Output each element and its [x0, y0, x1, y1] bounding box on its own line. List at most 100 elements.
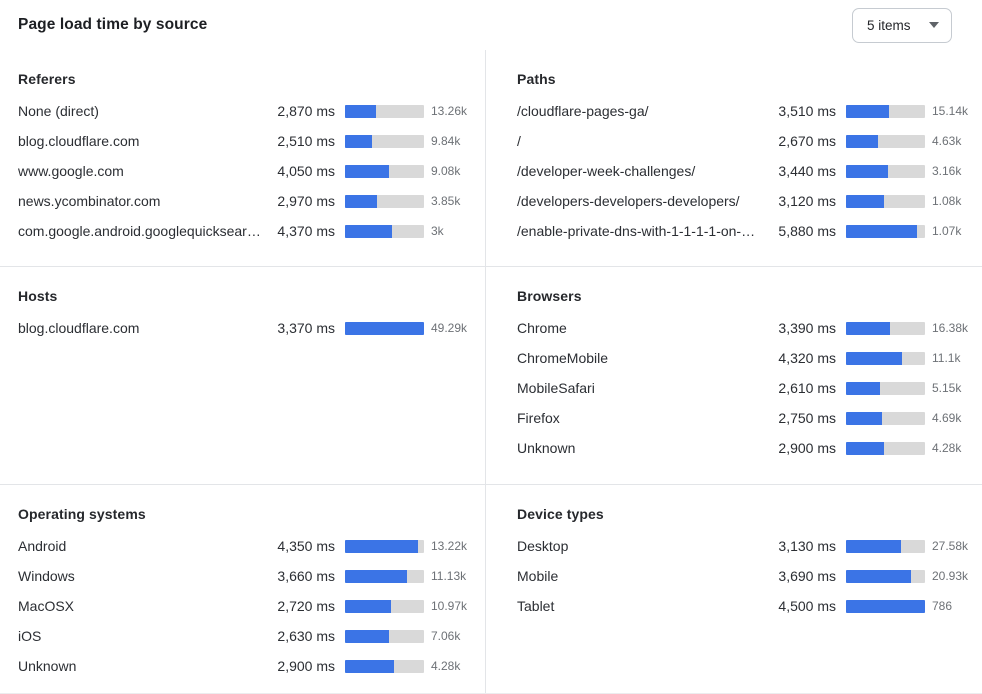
- row-load-time-value: 2,900 ms: [277, 658, 335, 674]
- row-load-time-value: 4,320 ms: [778, 350, 836, 366]
- row-bar-fill: [846, 381, 880, 395]
- metric-panel: Operating systems Android 4,350 ms 13.22…: [0, 485, 486, 693]
- metric-row[interactable]: Android 4,350 ms 13.22k: [18, 531, 481, 561]
- row-request-count: 11.13k: [431, 569, 467, 583]
- row-label: /developers-developers-developers/: [517, 193, 740, 209]
- metric-row[interactable]: Tablet 4,500 ms 786: [517, 591, 982, 621]
- row-bar-fill: [846, 224, 918, 238]
- row-bar-fill: [345, 224, 393, 238]
- row-request-count: 9.08k: [431, 164, 461, 178]
- row-bar-fill: [345, 599, 391, 613]
- metric-row[interactable]: MacOSX 2,720 ms 10.97k: [18, 591, 481, 621]
- row-request-count: 786: [932, 599, 953, 613]
- row-load-time-value: 4,500 ms: [778, 598, 836, 614]
- row-request-count: 7.06k: [431, 629, 461, 643]
- row-bar-track: [846, 411, 925, 425]
- row-request-count: 11.1k: [932, 351, 961, 365]
- metric-row[interactable]: / 2,670 ms 4.63k: [517, 126, 982, 156]
- row-label: Firefox: [517, 410, 560, 426]
- metric-row[interactable]: news.ycombinator.com 2,970 ms 3.85k: [18, 186, 481, 216]
- row-bar-track: [846, 224, 925, 238]
- row-request-count: 1.07k: [932, 224, 962, 238]
- metric-row[interactable]: /cloudflare-pages-ga/ 3,510 ms 15.14k: [517, 96, 982, 126]
- panel-title: Hosts: [18, 288, 58, 304]
- row-request-count: 16.38k: [932, 321, 969, 335]
- row-load-time-value: 3,510 ms: [778, 103, 836, 119]
- panel-title: Browsers: [517, 288, 582, 304]
- panel-title: Paths: [517, 71, 556, 87]
- row-load-time-value: 4,050 ms: [277, 163, 335, 179]
- row-label: MacOSX: [18, 598, 75, 614]
- metric-row[interactable]: /developer-week-challenges/ 3,440 ms 3.1…: [517, 156, 982, 186]
- row-load-time-value: 2,630 ms: [277, 628, 335, 644]
- metric-row[interactable]: com.google.android.googlequicksearc… 4,3…: [18, 216, 481, 246]
- row-bar-track: [345, 224, 424, 238]
- metric-row[interactable]: Mobile 3,690 ms 20.93k: [517, 561, 982, 591]
- row-bar-track: [846, 569, 925, 583]
- metric-row[interactable]: None (direct) 2,870 ms 13.26k: [18, 96, 481, 126]
- row-bar-track: [345, 164, 424, 178]
- row-request-count: 4.69k: [932, 411, 962, 425]
- row-bar-fill: [345, 629, 390, 643]
- panels-grid: Referers None (direct) 2,870 ms 13.26k b…: [0, 50, 982, 693]
- row-load-time-value: 4,370 ms: [277, 223, 335, 239]
- row-bar-fill: [846, 104, 889, 118]
- items-count-dropdown[interactable]: 5 items: [852, 7, 952, 43]
- metric-row[interactable]: iOS 2,630 ms 7.06k: [18, 621, 481, 651]
- metric-row[interactable]: blog.cloudflare.com 3,370 ms 49.29k: [18, 313, 481, 343]
- row-request-count: 15.14k: [932, 104, 969, 118]
- metric-row[interactable]: ChromeMobile 4,320 ms 11.1k: [517, 343, 982, 373]
- row-load-time-value: 2,870 ms: [277, 103, 335, 119]
- metric-row[interactable]: Firefox 2,750 ms 4.69k: [517, 403, 982, 433]
- panel-rows: Android 4,350 ms 13.22k Windows 3,660 ms…: [18, 531, 481, 681]
- row-request-count: 4.28k: [431, 659, 461, 673]
- metric-row[interactable]: MobileSafari 2,610 ms 5.15k: [517, 373, 982, 403]
- row-request-count: 10.97k: [431, 599, 468, 613]
- metric-row[interactable]: Unknown 2,900 ms 4.28k: [517, 433, 982, 463]
- row-request-count: 9.84k: [431, 134, 461, 148]
- widget-header: Page load time by source 5 items: [0, 0, 982, 50]
- panel-rows: None (direct) 2,870 ms 13.26k blog.cloud…: [18, 96, 481, 246]
- row-bar-fill: [846, 569, 911, 583]
- row-load-time-value: 3,120 ms: [778, 193, 836, 209]
- row-bar-track: [846, 351, 925, 365]
- row-bar-fill: [345, 134, 373, 148]
- metric-row[interactable]: Windows 3,660 ms 11.13k: [18, 561, 481, 591]
- items-count-dropdown-value: 5 items: [867, 17, 911, 33]
- row-label: MobileSafari: [517, 380, 595, 396]
- metric-row[interactable]: /enable-private-dns-with-1-1-1-1-on-… 5,…: [517, 216, 982, 246]
- chevron-down-icon: [929, 22, 939, 28]
- row-load-time-value: 3,390 ms: [778, 320, 836, 336]
- row-label: Tablet: [517, 598, 555, 614]
- metric-row[interactable]: www.google.com 4,050 ms 9.08k: [18, 156, 481, 186]
- row-bar-track: [345, 321, 424, 335]
- metric-row[interactable]: /developers-developers-developers/ 3,120…: [517, 186, 982, 216]
- row-label: None (direct): [18, 103, 99, 119]
- row-load-time-value: 3,440 ms: [778, 163, 836, 179]
- row-bar-fill: [345, 164, 389, 178]
- row-label: Chrome: [517, 320, 567, 336]
- row-bar-fill: [846, 599, 925, 613]
- row-bar-fill: [345, 659, 394, 673]
- row-load-time-value: 2,900 ms: [778, 440, 836, 456]
- metric-row[interactable]: Unknown 2,900 ms 4.28k: [18, 651, 481, 681]
- row-load-time-value: 3,690 ms: [778, 568, 836, 584]
- row-load-time-value: 2,970 ms: [277, 193, 335, 209]
- row-request-count: 13.22k: [431, 539, 468, 553]
- metric-row[interactable]: blog.cloudflare.com 2,510 ms 9.84k: [18, 126, 481, 156]
- row-label: Mobile: [517, 568, 559, 584]
- row-request-count: 3k: [431, 224, 444, 238]
- row-load-time-value: 5,880 ms: [778, 223, 836, 239]
- metric-row[interactable]: Desktop 3,130 ms 27.58k: [517, 531, 982, 561]
- row-request-count: 20.93k: [932, 569, 969, 583]
- row-bar-track: [345, 539, 424, 553]
- panel-title: Referers: [18, 71, 76, 87]
- row-bar-track: [345, 569, 424, 583]
- metric-panel: Browsers Chrome 3,390 ms 16.38k ChromeMo…: [486, 267, 982, 485]
- metric-row[interactable]: Chrome 3,390 ms 16.38k: [517, 313, 982, 343]
- panel-title: Operating systems: [18, 506, 146, 522]
- row-load-time-value: 2,720 ms: [277, 598, 335, 614]
- row-bar-track: [846, 599, 925, 613]
- row-load-time-value: 4,350 ms: [277, 538, 335, 554]
